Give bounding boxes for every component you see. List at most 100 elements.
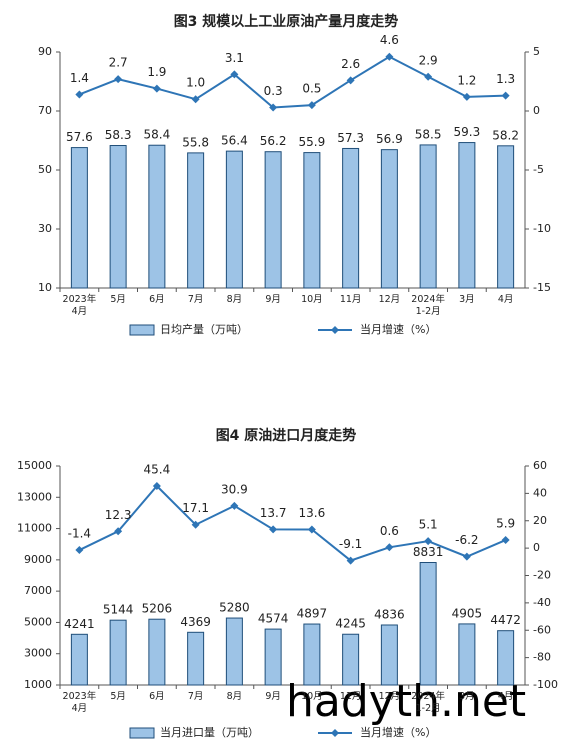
bar-value-label: 5144 bbox=[103, 603, 134, 617]
line-marker bbox=[307, 525, 316, 534]
bar-value-label: 56.9 bbox=[376, 132, 403, 146]
line-marker bbox=[269, 525, 278, 534]
chart-title: 图3 规模以上工业原油产量月度走势 bbox=[174, 13, 399, 30]
y2-tick-label: 0 bbox=[533, 541, 540, 554]
bar-value-label: 4836 bbox=[374, 607, 405, 621]
bar-value-label: 58.4 bbox=[144, 128, 171, 142]
bar-value-label: 4897 bbox=[297, 607, 328, 621]
bar bbox=[497, 145, 515, 289]
bar bbox=[70, 147, 88, 289]
line-marker bbox=[191, 520, 200, 529]
bar-value-label: 57.3 bbox=[337, 131, 364, 145]
bar bbox=[497, 630, 515, 686]
line-marker bbox=[152, 84, 161, 93]
x-tick-label: 4月 bbox=[497, 294, 514, 305]
y2-tick-label: 5 bbox=[533, 45, 540, 58]
line-marker bbox=[191, 95, 200, 104]
watermark: hadyth.net bbox=[286, 676, 527, 727]
y-tick-label: 70 bbox=[38, 104, 52, 117]
bar bbox=[148, 618, 166, 686]
x-tick-label: 5月 bbox=[110, 691, 126, 702]
line-value-label: 2.6 bbox=[341, 57, 360, 71]
line-marker bbox=[307, 101, 316, 110]
y2-tick-label: -20 bbox=[533, 569, 551, 582]
x-tick-label: 8月 bbox=[226, 691, 243, 702]
line-value-label: 1.3 bbox=[496, 72, 515, 86]
line-value-label: -1.4 bbox=[68, 527, 91, 541]
y-tick-label: 7000 bbox=[24, 584, 52, 597]
bar-value-label: 4241 bbox=[64, 617, 95, 631]
bar bbox=[458, 623, 476, 686]
bar-value-label: 4369 bbox=[180, 615, 211, 629]
x-tick-label: 11月 bbox=[339, 691, 362, 702]
bar bbox=[419, 562, 437, 686]
y2-tick-label: -40 bbox=[533, 596, 551, 609]
bar bbox=[148, 144, 166, 289]
bar bbox=[109, 619, 127, 686]
legend-swatch bbox=[331, 326, 339, 334]
bar-value-label: 58.3 bbox=[105, 128, 132, 142]
legend-swatch bbox=[331, 729, 339, 737]
bar bbox=[109, 145, 127, 289]
bar-value-label: 56.2 bbox=[260, 134, 287, 148]
y2-tick-label: -80 bbox=[533, 651, 551, 664]
line-value-label: 0.3 bbox=[264, 84, 283, 98]
line-marker bbox=[424, 537, 433, 546]
line bbox=[78, 484, 507, 562]
line-marker bbox=[385, 543, 394, 552]
y-tick-label: 3000 bbox=[24, 647, 52, 660]
line-marker bbox=[424, 72, 433, 81]
bar bbox=[342, 633, 360, 686]
y2-tick-label: 60 bbox=[533, 459, 547, 472]
line-value-label: 45.4 bbox=[144, 462, 171, 476]
y2-tick-label: 20 bbox=[533, 514, 547, 527]
legend-swatch bbox=[129, 324, 155, 336]
y-tick-label: 30 bbox=[38, 222, 52, 235]
line-marker bbox=[269, 103, 278, 112]
bar-value-label: 4574 bbox=[258, 612, 289, 626]
x-tick-label: 2024年 1-2月 bbox=[411, 691, 445, 714]
bar bbox=[225, 150, 243, 289]
bar bbox=[303, 152, 321, 289]
bar bbox=[70, 633, 88, 686]
line-marker bbox=[346, 556, 355, 565]
line-marker bbox=[385, 52, 394, 61]
bar-value-label: 4472 bbox=[490, 613, 521, 627]
x-tick-label: 2024年 1-2月 bbox=[411, 294, 445, 317]
bar bbox=[419, 144, 437, 289]
y2-tick-label: -100 bbox=[533, 678, 558, 691]
y-tick-label: 10 bbox=[38, 281, 52, 294]
y-tick-label: 1000 bbox=[24, 678, 52, 691]
legend-label: 日均产量（万吨） bbox=[160, 322, 248, 336]
bar bbox=[264, 628, 282, 686]
line-marker bbox=[114, 527, 123, 536]
line-value-label: 2.7 bbox=[109, 56, 128, 70]
bar bbox=[342, 147, 360, 289]
line-marker bbox=[114, 75, 123, 84]
line bbox=[79, 55, 506, 109]
bar bbox=[303, 623, 321, 686]
x-tick-label: 9月 bbox=[265, 691, 281, 702]
bar-value-label: 4245 bbox=[335, 617, 366, 631]
line-value-label: 0.5 bbox=[302, 82, 321, 96]
x-tick-label: 7月 bbox=[187, 294, 204, 305]
bar-value-label: 58.5 bbox=[415, 127, 442, 141]
x-tick-label: 2023年 4月 bbox=[62, 691, 97, 714]
x-tick-label: 10月 bbox=[301, 294, 323, 305]
y-tick-label: 15000 bbox=[17, 459, 52, 472]
line-marker bbox=[152, 481, 161, 490]
line-value-label: 13.7 bbox=[260, 506, 287, 520]
line-value-label: 2.9 bbox=[419, 53, 438, 67]
legend-label: 当月进口量（万吨） bbox=[160, 725, 259, 739]
x-tick-label: 5月 bbox=[110, 294, 126, 305]
line-value-label: -6.2 bbox=[455, 533, 478, 547]
bar-value-label: 59.3 bbox=[454, 125, 481, 139]
line-value-label: 1.0 bbox=[186, 76, 205, 90]
x-tick-label: 2023年 4月 bbox=[62, 294, 97, 317]
line-value-label: 0.6 bbox=[380, 524, 399, 538]
x-tick-label: 10月 bbox=[301, 691, 323, 702]
bar-value-label: 56.4 bbox=[221, 134, 248, 148]
x-tick-label: 3月 bbox=[459, 294, 475, 305]
x-tick-label: 4月 bbox=[497, 691, 514, 702]
